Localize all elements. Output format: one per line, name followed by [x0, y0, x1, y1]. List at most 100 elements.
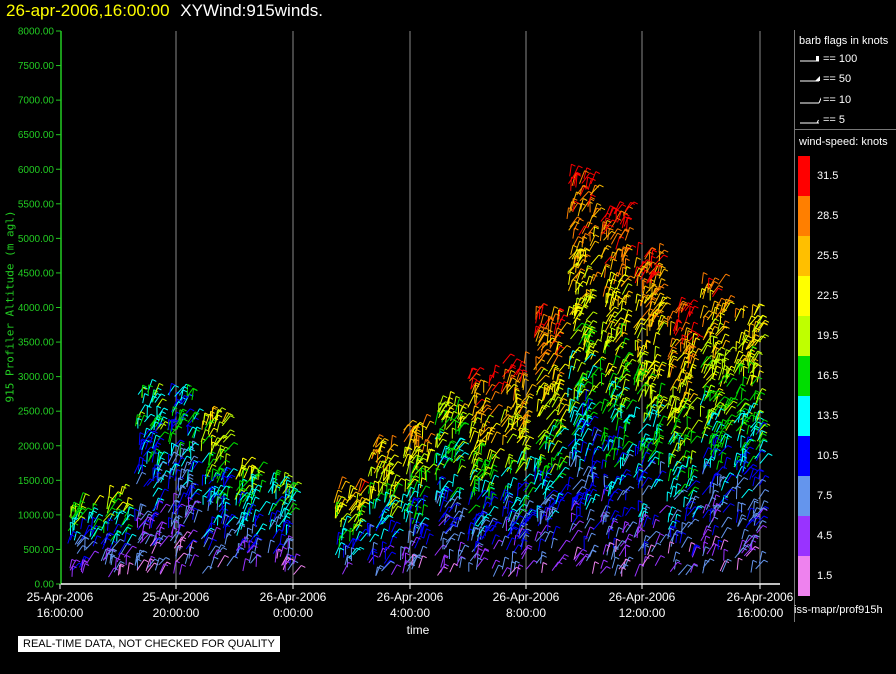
wind-barb	[584, 475, 589, 488]
wind-barb-flag	[410, 486, 416, 490]
wind-barb	[588, 385, 595, 396]
wind-barb-flag	[386, 482, 392, 486]
wind-barb	[707, 322, 715, 331]
wind-barb-flag	[625, 213, 630, 217]
wind-barb	[574, 376, 583, 387]
wind-barb-flag	[532, 383, 537, 387]
wind-barb-flag	[714, 489, 719, 493]
wind-barb-flag	[471, 420, 477, 424]
wind-barb-flag	[97, 518, 103, 522]
wind-barb	[619, 373, 628, 383]
wind-barb-flag	[193, 529, 198, 533]
wind-barb-flag	[148, 384, 153, 388]
wind-barb-flag	[687, 302, 693, 306]
wind-barb	[137, 532, 146, 544]
wind-barb	[637, 440, 640, 455]
wind-barb	[525, 384, 533, 396]
wind-barb-flag	[464, 403, 469, 407]
wind-barb-flag	[712, 412, 717, 416]
wind-barb-flag	[625, 386, 630, 390]
wind-barb-flag	[117, 523, 123, 527]
wind-barb	[76, 545, 84, 554]
wind-barb-flag	[339, 547, 345, 551]
wind-barb-flag	[673, 351, 678, 355]
wind-barb	[434, 490, 438, 501]
wind-barb-flag	[72, 565, 77, 569]
wind-barb-flag	[418, 422, 423, 426]
wind-barb	[702, 447, 709, 459]
wind-barb	[701, 283, 709, 295]
wind-barb-flag	[575, 433, 580, 437]
wind-barb	[284, 479, 288, 494]
wind-barb	[510, 499, 518, 509]
wind-barb	[479, 519, 487, 528]
wind-barb	[617, 211, 622, 223]
wind-barb-flag	[484, 489, 489, 493]
wind-barb-flag	[547, 507, 552, 511]
wind-barb	[156, 398, 163, 408]
wind-barb-flag	[477, 451, 482, 455]
wind-barb	[500, 414, 509, 424]
wind-barb	[583, 353, 592, 363]
wind-barb	[71, 565, 73, 577]
wind-barb	[699, 288, 703, 298]
wind-barb-flag	[625, 488, 631, 492]
wind-barb	[411, 481, 418, 494]
wind-barb-flag	[640, 318, 645, 322]
wind-barb	[647, 301, 653, 315]
wind-barb-flag	[294, 482, 299, 486]
wind-barb-flag	[384, 508, 390, 512]
wind-barb	[488, 496, 495, 508]
wind-barb-flag	[529, 500, 534, 503]
wind-barb-flag	[616, 355, 621, 359]
wind-barb	[685, 564, 695, 576]
wind-barb-flag	[581, 497, 586, 501]
wind-barb-flag	[687, 564, 692, 568]
wind-barb-flag	[541, 510, 547, 514]
wind-barb	[690, 419, 700, 432]
wind-barb-flag	[644, 381, 650, 385]
wind-barb	[488, 506, 495, 515]
wind-barb-flag	[105, 520, 110, 524]
wind-barb-flag	[651, 375, 656, 379]
wind-barb-flag	[549, 530, 555, 534]
wind-barb-flag	[622, 341, 627, 345]
wind-barb-flag	[541, 406, 546, 410]
wind-barb	[570, 529, 579, 542]
wind-barb-flag	[608, 435, 614, 439]
wind-barb-flag	[629, 449, 635, 453]
wind-barb-flag	[217, 514, 223, 518]
wind-barb-flag	[643, 470, 648, 474]
wind-barb	[213, 407, 223, 419]
wind-barb-flag	[221, 407, 227, 411]
wind-barb	[152, 434, 157, 449]
wind-barb	[170, 516, 177, 527]
wind-barb-flag	[366, 532, 372, 536]
wind-barb-flag	[416, 555, 421, 559]
wind-barb	[654, 470, 663, 483]
wind-barb-flag	[362, 504, 367, 508]
wind-barb-flag	[427, 441, 433, 445]
wind-barb	[279, 507, 285, 518]
wind-barb	[135, 414, 138, 427]
wind-barb-flag	[667, 315, 673, 319]
wind-barb-flag	[588, 221, 593, 225]
wind-barb	[182, 446, 191, 456]
wind-barb	[484, 495, 487, 508]
wind-barb-flag	[592, 288, 597, 292]
wind-barb	[677, 483, 686, 495]
wind-barb-flag	[625, 544, 631, 548]
wind-barb-flag	[670, 468, 675, 472]
wind-barb-flag	[591, 194, 596, 198]
wind-barbs	[67, 163, 773, 578]
wind-barb-flag	[729, 299, 734, 303]
wind-barb-flag	[289, 537, 294, 541]
wind-barb	[474, 515, 482, 525]
wind-barb-flag	[351, 547, 356, 551]
wind-barb-flag	[579, 346, 584, 350]
wind-barb	[420, 477, 423, 488]
wind-barb-flag	[602, 511, 608, 515]
wind-barb	[592, 226, 596, 237]
wind-barb-flag	[508, 495, 513, 499]
wind-barb-flag	[429, 533, 434, 537]
